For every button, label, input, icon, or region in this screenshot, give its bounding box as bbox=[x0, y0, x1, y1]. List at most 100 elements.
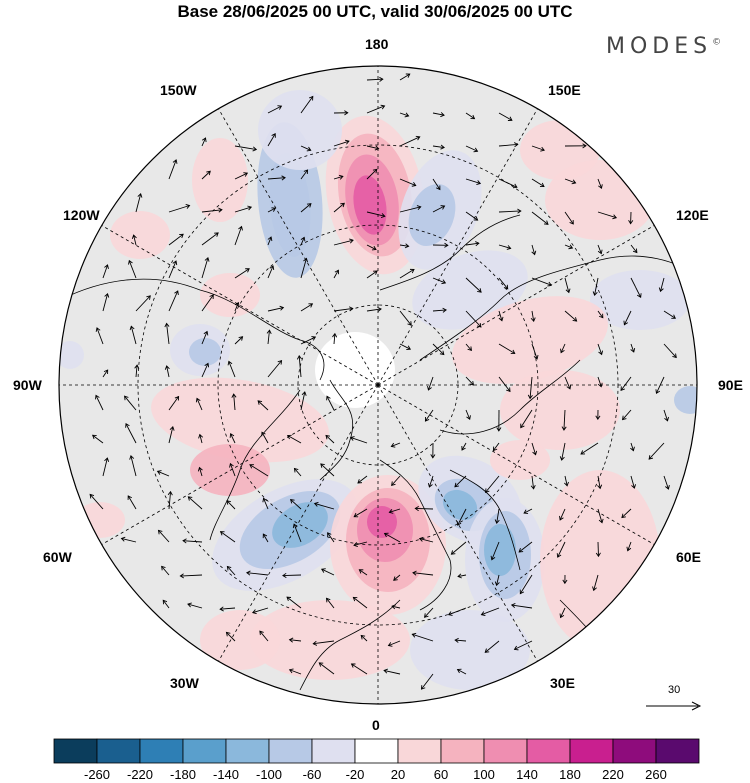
wind-vector-253 bbox=[360, 634, 368, 642]
wind-vector-head bbox=[423, 613, 429, 618]
wind-vector-head bbox=[532, 450, 538, 456]
meridian-330 bbox=[218, 108, 379, 386]
wind-vector-70 bbox=[128, 259, 137, 279]
wind-vector-head bbox=[271, 207, 277, 212]
wind-vector-46 bbox=[432, 205, 446, 213]
wind-vector-head bbox=[203, 330, 209, 336]
wind-vector-110 bbox=[266, 329, 272, 345]
wind-vector-80 bbox=[465, 277, 482, 293]
colorbar-label: -260 bbox=[83, 767, 111, 782]
wind-vector-head bbox=[490, 555, 496, 561]
wind-vector-head bbox=[229, 433, 235, 438]
wind-vector-head bbox=[559, 613, 565, 619]
colorbar-label: -140 bbox=[212, 767, 240, 782]
wind-vector-shaft bbox=[300, 169, 308, 180]
wind-vector-261 bbox=[350, 663, 368, 675]
wind-vector-head bbox=[288, 668, 294, 674]
wind-vector-head bbox=[424, 417, 430, 422]
wind-vector-head bbox=[247, 205, 253, 211]
wind-vector-226 bbox=[282, 572, 302, 578]
wind-vector-71 bbox=[168, 260, 178, 279]
wind-vector-shaft bbox=[457, 508, 467, 526]
wind-vector-84 bbox=[592, 277, 599, 296]
wind-vector-head bbox=[219, 606, 224, 612]
wind-vector-shaft bbox=[564, 376, 571, 390]
wind-vector-59 bbox=[333, 238, 354, 246]
wind-vector-shaft bbox=[234, 145, 257, 150]
wind-vector-shaft bbox=[366, 308, 382, 312]
wind-vector-74 bbox=[267, 265, 275, 279]
anomaly-patch-7 bbox=[258, 90, 342, 170]
colorbar-swatch-9 bbox=[397, 738, 442, 764]
wind-vector-head bbox=[454, 482, 459, 488]
colorbar-swatch-6 bbox=[268, 738, 313, 764]
wind-vector-173 bbox=[156, 470, 170, 477]
wind-vector-head bbox=[418, 536, 424, 542]
wind-vector-head bbox=[480, 611, 486, 616]
wind-vector-shaft bbox=[531, 442, 537, 455]
wind-vector-246 bbox=[480, 607, 500, 616]
wind-vector-shaft bbox=[421, 673, 434, 690]
wind-vector-254 bbox=[387, 640, 401, 647]
wind-vector-head bbox=[387, 642, 393, 647]
wind-vector-head bbox=[630, 446, 635, 452]
wind-vector-shaft bbox=[366, 169, 378, 180]
lon-label-120w: 120W bbox=[63, 207, 100, 223]
wind-vector-shaft bbox=[660, 277, 665, 292]
wind-vector-head bbox=[598, 313, 604, 319]
wind-vector-shaft bbox=[496, 508, 500, 524]
wind-vector-shaft bbox=[261, 432, 269, 444]
wind-vector-head bbox=[569, 219, 574, 225]
wind-vector-67 bbox=[597, 244, 603, 255]
wind-vector-head bbox=[238, 225, 243, 231]
wind-vector-shaft bbox=[425, 409, 434, 422]
wind-vector-head bbox=[267, 236, 273, 242]
wind-vector-head bbox=[598, 184, 603, 189]
wind-vector-98 bbox=[465, 310, 482, 328]
wind-vector-106 bbox=[129, 325, 137, 345]
wind-vector-shaft bbox=[201, 209, 222, 213]
wind-vector-208 bbox=[182, 538, 203, 544]
wind-vector-shaft bbox=[121, 537, 137, 543]
anomaly-patch-19 bbox=[151, 377, 329, 463]
wind-vector-90 bbox=[201, 294, 214, 312]
wind-vector-83 bbox=[564, 277, 571, 294]
wind-vector-shaft bbox=[168, 205, 190, 213]
wind-vector-shaft bbox=[399, 178, 416, 186]
wind-vector-164 bbox=[461, 442, 467, 451]
wind-vector-head bbox=[306, 203, 312, 208]
wind-vector-143 bbox=[300, 391, 307, 411]
wind-vector-102 bbox=[597, 310, 604, 319]
wind-vector-243 bbox=[391, 604, 401, 610]
wind-vector-head bbox=[469, 380, 475, 386]
wind-vector-shaft bbox=[531, 145, 545, 151]
wind-vector-head bbox=[377, 306, 382, 312]
wind-vector-shaft bbox=[531, 244, 536, 255]
wind-vector-shaft bbox=[135, 193, 142, 213]
wind-vector-shaft bbox=[333, 175, 344, 180]
wind-vector-120 bbox=[630, 343, 636, 353]
wind-vector-head bbox=[582, 143, 587, 149]
wind-vector-53 bbox=[131, 234, 137, 246]
wind-vector-head bbox=[156, 470, 162, 475]
wind-vector-head bbox=[349, 436, 355, 441]
wind-vector-head bbox=[566, 384, 572, 390]
wind-vector-shaft bbox=[399, 343, 411, 350]
wind-vector-170 bbox=[648, 442, 665, 460]
wind-vector-shaft bbox=[627, 541, 632, 551]
wind-vectors bbox=[89, 73, 677, 690]
wind-vector-head bbox=[312, 640, 318, 646]
wind-vector-head bbox=[592, 586, 597, 592]
wind-vector-shaft bbox=[656, 376, 665, 394]
wind-vector-shaft bbox=[233, 394, 236, 411]
wind-vector-139 bbox=[168, 395, 180, 411]
wind-vector-117 bbox=[531, 343, 539, 360]
wind-vector-shaft bbox=[597, 343, 603, 355]
wind-vector-13 bbox=[267, 133, 276, 147]
wind-vector-217 bbox=[490, 541, 500, 561]
wind-vector-259 bbox=[288, 668, 302, 675]
coastline-7 bbox=[419, 255, 697, 361]
wind-vector-shaft bbox=[465, 409, 471, 420]
wind-vector-5 bbox=[333, 110, 349, 116]
wind-vector-head bbox=[506, 245, 512, 250]
